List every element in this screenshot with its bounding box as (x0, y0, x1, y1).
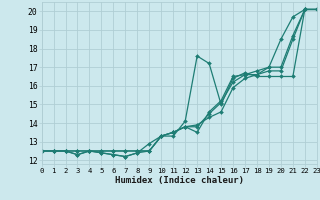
X-axis label: Humidex (Indice chaleur): Humidex (Indice chaleur) (115, 176, 244, 185)
